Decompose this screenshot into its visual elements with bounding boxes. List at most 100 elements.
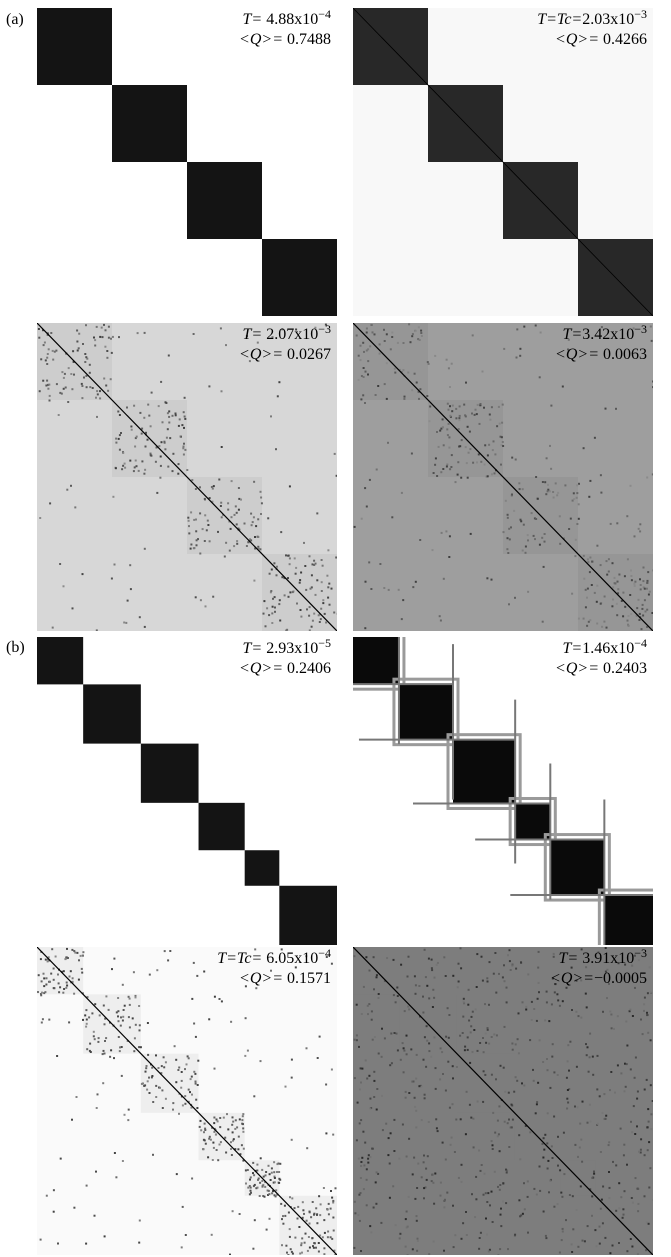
matrix-cell <box>604 1236 607 1239</box>
matrix-cell <box>113 957 116 960</box>
matrix-cell <box>315 1207 318 1210</box>
matrix-cell <box>268 1217 271 1220</box>
matrix-cell <box>538 376 541 379</box>
matrix-cell <box>603 1093 606 1096</box>
matrix-cell <box>47 348 50 351</box>
matrix-cell <box>526 534 529 537</box>
matrix-cell <box>450 362 453 365</box>
matrix-cell <box>479 1169 482 1172</box>
matrix-cell <box>463 1002 466 1005</box>
matrix-cell <box>488 1042 491 1045</box>
matrix-cell <box>313 1213 315 1216</box>
matrix-cell <box>270 415 272 418</box>
matrix-cell <box>369 1156 372 1159</box>
matrix-cell <box>109 1055 112 1058</box>
matrix-cell <box>369 1225 372 1228</box>
matrix-cell <box>363 1164 366 1167</box>
matrix-cell <box>148 1076 150 1079</box>
matrix-cell <box>646 992 649 995</box>
matrix-cell <box>141 460 144 463</box>
matrix-cell <box>103 1023 106 1026</box>
matrix-cell <box>371 1038 374 1041</box>
matrix-cell <box>454 481 457 484</box>
matrix-cell <box>278 1171 281 1173</box>
matrix-cell <box>208 540 211 543</box>
matrix-cell <box>311 563 314 566</box>
matrix-cell <box>138 1219 141 1222</box>
matrix-cell <box>641 607 644 610</box>
matrix-cell <box>493 1033 496 1036</box>
matrix-cell <box>571 592 574 595</box>
matrix-cell <box>596 1088 599 1091</box>
matrix-cell <box>498 1105 501 1108</box>
matrix-cell <box>480 460 483 463</box>
matrix-cell <box>459 947 462 950</box>
matrix-cell <box>73 992 76 995</box>
matrix-cell <box>583 577 586 580</box>
temperature-label: T= 3.91x10−3 <box>558 947 647 967</box>
matrix-cell <box>468 430 471 433</box>
matrix-cell <box>574 1105 576 1108</box>
matrix-cell <box>187 1088 190 1091</box>
matrix-cell <box>498 972 500 975</box>
matrix-cell <box>229 527 232 530</box>
matrix-cell <box>405 1210 408 1213</box>
matrix-cell <box>202 1138 205 1141</box>
matrix-cell <box>267 1164 270 1167</box>
matrix-cell <box>570 1243 573 1246</box>
matrix-cell <box>413 372 416 375</box>
matrix-cell <box>150 391 153 394</box>
matrix-cell <box>571 1009 573 1011</box>
matrix-cell <box>327 1202 330 1205</box>
matrix-cell <box>611 562 614 565</box>
matrix-cell <box>637 598 640 601</box>
matrix-cell <box>561 1227 564 1230</box>
matrix-cell <box>472 1146 475 1149</box>
matrix-cell <box>473 413 476 416</box>
matrix-cell <box>389 1132 392 1135</box>
matrix-cell <box>620 600 623 602</box>
matrix-cell <box>377 1052 380 1055</box>
matrix-cell <box>621 1216 624 1219</box>
matrix-cell <box>557 999 560 1002</box>
matrix-cell <box>218 1143 221 1146</box>
matrix-cell <box>536 1101 539 1104</box>
matrix-cell <box>611 1244 614 1247</box>
matrix-cell <box>323 612 326 615</box>
matrix-cell <box>532 1079 535 1082</box>
matrix-cell <box>460 1237 463 1240</box>
matrix-cell <box>200 1129 203 1132</box>
matrix-cell <box>443 1199 446 1202</box>
matrix-cell <box>416 1249 419 1252</box>
matrix-cell <box>252 1247 255 1250</box>
matrix-cell <box>159 464 162 467</box>
matrix-cell <box>274 606 276 609</box>
matrix-cell <box>133 1050 136 1053</box>
matrix-cell <box>620 1196 623 1199</box>
matrix-cell <box>316 1213 318 1216</box>
matrix-cell <box>283 594 286 597</box>
matrix-cell <box>484 1073 487 1076</box>
matrix-cell <box>420 1085 423 1088</box>
matrix-cell <box>470 1015 473 1018</box>
matrix-cell <box>373 988 375 991</box>
matrix-cell <box>82 954 84 957</box>
matrix-cell <box>213 1116 216 1119</box>
matrix-cell <box>333 1249 336 1252</box>
matrix-cell <box>449 468 452 471</box>
matrix-cell <box>275 1189 278 1192</box>
matrix-cell <box>649 325 652 328</box>
matrix-cell <box>633 535 636 538</box>
matrix-cell <box>332 1133 335 1136</box>
matrix-cell <box>186 469 189 471</box>
matrix-cell <box>301 1237 304 1240</box>
matrix-cell <box>164 1097 167 1100</box>
matrix-cell <box>646 579 649 582</box>
matrix-cell <box>491 1144 494 1147</box>
community-block <box>244 850 280 886</box>
matrix-cell <box>651 612 653 614</box>
matrix-cell <box>417 1162 420 1165</box>
matrix-cell <box>298 581 301 584</box>
matrix-cell <box>627 624 630 627</box>
matrix-cell <box>194 1072 197 1075</box>
